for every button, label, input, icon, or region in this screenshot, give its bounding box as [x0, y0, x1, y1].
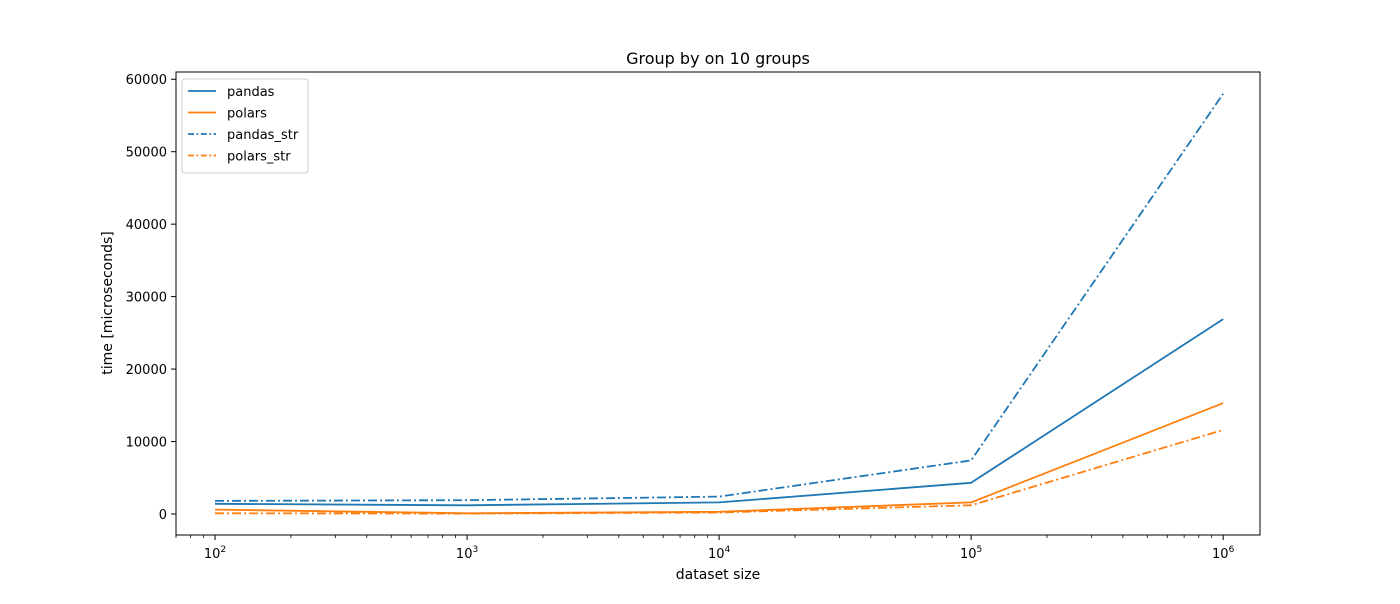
y-tick-label: 10000 [126, 436, 167, 451]
legend-label: pandas_str [227, 128, 299, 143]
y-tick-label: 20000 [126, 363, 167, 378]
x-tick-label: 105 [960, 545, 982, 562]
y-tick-label: 50000 [126, 146, 167, 161]
legend-label: polars [227, 107, 267, 122]
y-tick-label: 40000 [126, 218, 167, 233]
legend-box [181, 78, 309, 174]
series-line-pandas [214, 318, 1224, 507]
series-line-pandas-str [214, 93, 1224, 502]
legend-label: pandas [227, 85, 275, 100]
x-tick-label: 104 [708, 545, 731, 562]
x-tick-label: 102 [204, 545, 226, 562]
y-axis-label: time [microseconds] [100, 231, 116, 374]
plot-area: 0 10000 20000 30000 40000 50000 60000 102 103 104… [126, 71, 1261, 562]
series-line-polars-str [214, 429, 1224, 515]
chart-title: Group by on 10 groups [626, 49, 810, 68]
legend-label: polars_str [227, 150, 291, 165]
y-tick-label: 0 [159, 508, 167, 523]
y-tick-label: 30000 [126, 291, 167, 306]
axes-frame [175, 71, 1261, 536]
x-axis-label: dataset size [676, 567, 761, 583]
y-tick-label: 60000 [126, 73, 167, 88]
series-line-polars [214, 402, 1224, 515]
legend: pandas polars pandas_str polars_str [181, 78, 309, 174]
x-tick-label: 106 [1212, 545, 1235, 562]
x-tick-label: 103 [456, 545, 478, 562]
